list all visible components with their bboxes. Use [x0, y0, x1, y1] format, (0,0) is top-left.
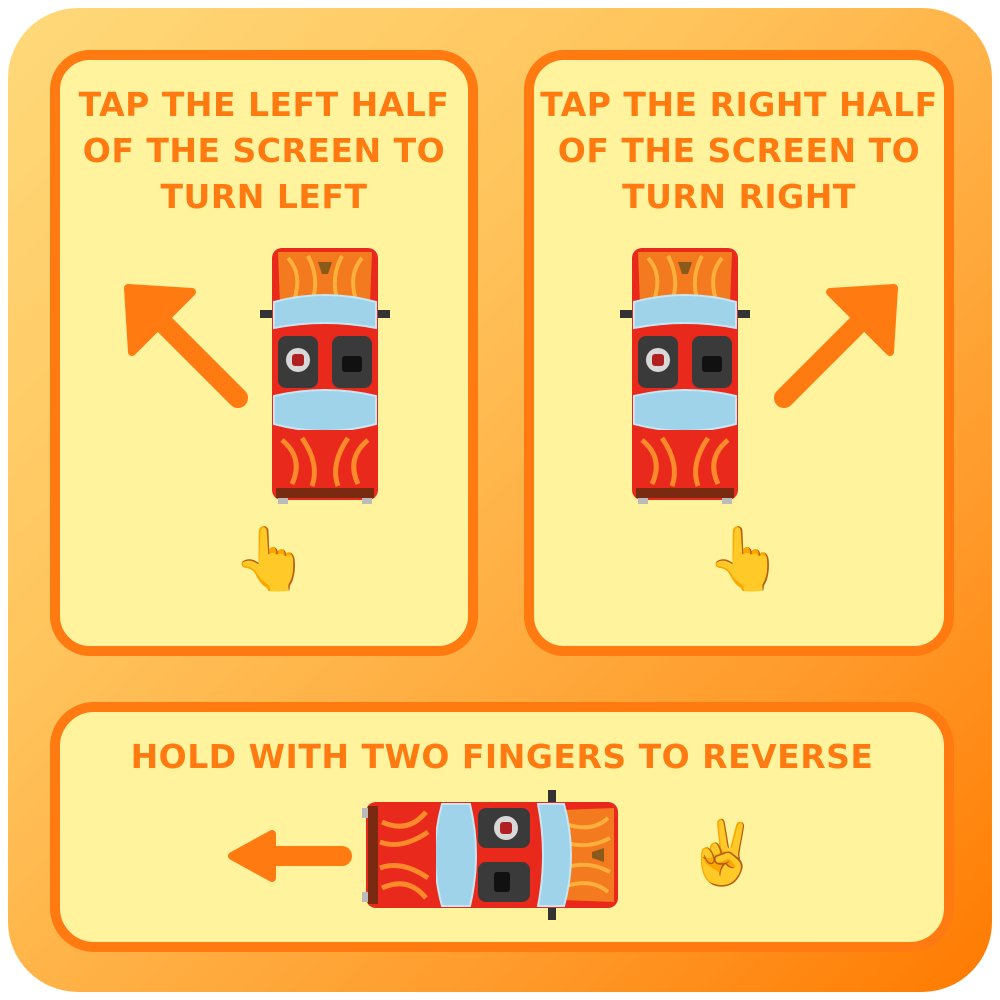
turn-right-panel[interactable]: TAP THE RIGHT HALF OF THE SCREEN TO TURN…: [524, 50, 954, 656]
car-top-view-icon: [258, 244, 392, 508]
reverse-panel[interactable]: HOLD WITH TWO FINGERS TO REVERSE ✌️: [50, 702, 954, 952]
turn-left-instruction: TAP THE LEFT HALF OF THE SCREEN TO TURN …: [60, 82, 468, 220]
instruction-line: OF THE SCREEN TO: [82, 131, 446, 170]
instruction-line: OF THE SCREEN TO: [557, 131, 921, 170]
arrow-left-icon: [228, 830, 352, 882]
reverse-instruction: HOLD WITH TWO FINGERS TO REVERSE: [130, 737, 874, 776]
instruction-line: TAP THE LEFT HALF: [78, 85, 450, 124]
arrow-up-right-icon: [774, 284, 898, 408]
turn-right-instruction: TAP THE RIGHT HALF OF THE SCREEN TO TURN…: [534, 82, 944, 220]
pointing-up-hand-icon: 👆: [706, 522, 784, 595]
victory-hand-icon: ✌️: [684, 816, 762, 889]
turn-left-panel[interactable]: TAP THE LEFT HALF OF THE SCREEN TO TURN …: [50, 50, 478, 656]
arrow-up-left-icon: [124, 284, 248, 408]
instructions-frame: TAP THE LEFT HALF OF THE SCREEN TO TURN …: [8, 8, 992, 992]
car-top-view-icon: [618, 244, 752, 508]
car-top-view-icon: [358, 788, 622, 922]
instruction-line: TAP THE RIGHT HALF: [540, 85, 938, 124]
instruction-line: TURN RIGHT: [622, 177, 856, 216]
pointing-up-hand-icon: 👆: [232, 522, 310, 595]
instruction-line: TURN LEFT: [160, 177, 368, 216]
